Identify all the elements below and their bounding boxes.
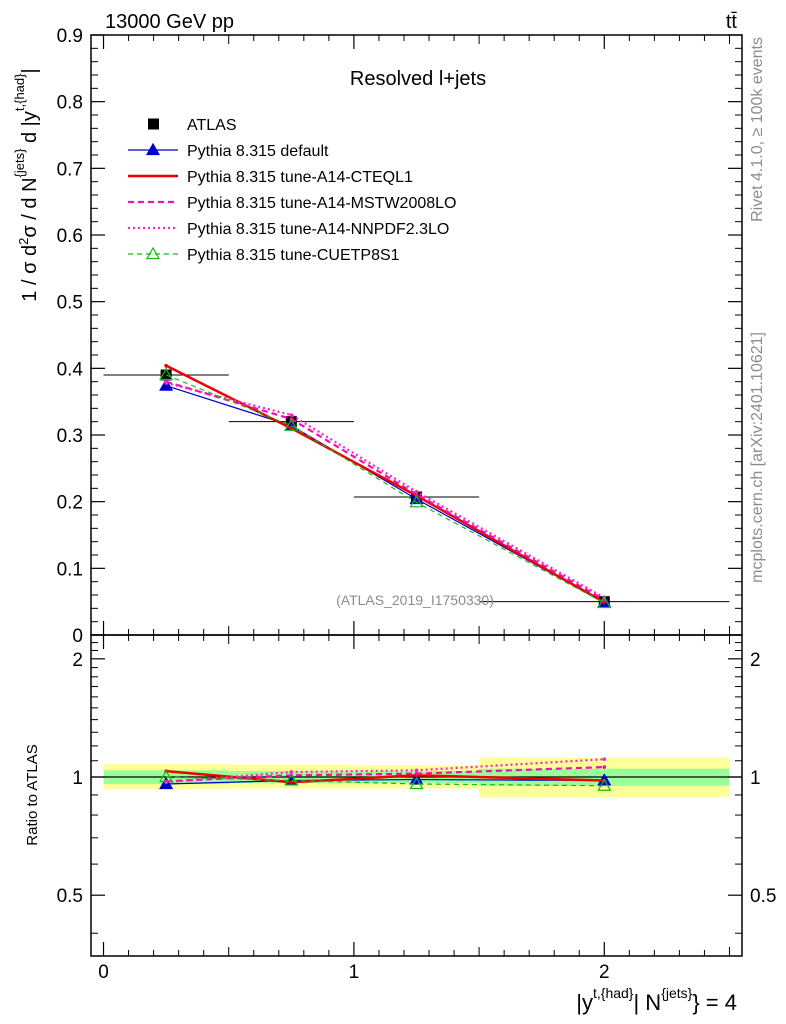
main-ytick-label: 0.2 [57, 493, 83, 514]
main-line-default [165, 385, 605, 603]
ratio-line-mstw [166, 765, 605, 783]
main-point-nnpdf [164, 381, 168, 385]
legend: ATLAS Pythia 8.315 default Pythia 8.315 tu… [128, 117, 456, 264]
ratio-line-default [166, 778, 605, 785]
ratio-point-nnpdf [414, 768, 419, 773]
main-ytick-label: 0.1 [57, 559, 83, 580]
subtitle: Resolved l+jets [350, 68, 486, 90]
legend-label-cuetp: Pythia 8.315 tune-CUETP8S1 [187, 247, 400, 264]
main-ytick-label: 0.5 [57, 293, 83, 314]
mcplots-label: mcplots.cern.ch [arXiv:2401.10621] [749, 332, 766, 583]
main-ytick-label: 0.9 [57, 26, 83, 47]
ratio-ytick-label-right: 0.5 [750, 886, 776, 907]
main-ytick-label: 0.3 [57, 426, 83, 447]
xtick-label: 2 [599, 962, 610, 983]
xtick-label: 0 [98, 962, 109, 983]
main-point-cuetp [159, 367, 174, 381]
main-point-cuetp [597, 595, 612, 609]
main-point-mstw [414, 492, 419, 497]
ratio-point-mstw [602, 765, 607, 769]
legend-label-atlas: ATLAS [187, 117, 237, 134]
legend-label-mstw: Pythia 8.315 tune-A14-MSTW2008LO [187, 195, 456, 212]
legend-label-cteql1: Pythia 8.315 tune-A14-CTEQL1 [187, 169, 413, 186]
xtick-label: 1 [349, 962, 360, 983]
main-point-nnpdf [414, 489, 419, 494]
main-line-mstw [165, 380, 605, 601]
legend-label-nnpdf: Pythia 8.315 tune-A14-NNPDF2.3LO [187, 221, 449, 238]
ratio-point-nnpdf [289, 770, 294, 774]
ratio-ytick-label: 0.5 [57, 886, 83, 907]
ratio-line-cteql1 [166, 769, 605, 784]
energy-label: 13000 GeV pp [105, 11, 234, 33]
legend-label-default: Pythia 8.315 default [187, 143, 329, 160]
rivet-label: Rivet 4.1.0, ≥ 100k events [749, 37, 766, 222]
main-point-cteql1 [602, 600, 607, 605]
ratio-point-nnpdf [602, 757, 607, 762]
axes-layer: 0 0.1 0.2 0.3 0.4 0.5 0.6 0.7 0.8 0.9 0 1 2 0.5 0.5 1 1 2… [57, 26, 777, 983]
main-point-cteql1 [164, 363, 168, 368]
ratio-point-mstw [414, 771, 419, 776]
main-point-default [159, 378, 174, 391]
main-ytick-label: 0.6 [57, 226, 83, 247]
main-ytick-label: 0.8 [57, 93, 83, 114]
legend-marker-cuetp [145, 246, 161, 260]
legend-marker-atlas [148, 118, 159, 130]
analysis-watermark: (ATLAS_2019_I1750330) [336, 592, 494, 608]
ratio-point-cuetp [409, 776, 424, 790]
main-ytick-label: 0.4 [57, 359, 84, 380]
legend-marker-default [145, 142, 161, 156]
ratio-ytick-label-right: 2 [750, 650, 761, 671]
main-ytick-label: 0.7 [57, 159, 83, 180]
main-point-nnpdf [289, 413, 294, 417]
ratio-ytick-label: 2 [72, 650, 83, 671]
xlabel: |yt,{had}| N{jets}} = 4 [576, 985, 737, 1015]
ratio-plot-frame [90, 634, 743, 957]
ratio-point-cuetp [284, 773, 299, 786]
main-line-cuetp [165, 374, 605, 604]
main-line-cteql1 [165, 364, 605, 604]
main-ylabel: 1 / σ d2σ / d N{jets} d |yt,{had}| [12, 68, 41, 301]
main-point-cuetp [284, 418, 299, 431]
ratio-point-cuetp [597, 778, 612, 791]
main-ytick-label: 0 [72, 626, 83, 647]
ratio-ylabel: Ratio to ATLAS [24, 744, 41, 845]
ratio-ytick-label: 1 [72, 768, 83, 789]
ratio-point-cuetp [159, 769, 174, 783]
ratio-line-cuetp [166, 776, 605, 787]
ratio-ytick-label-right: 1 [750, 768, 761, 789]
series-layer [103, 363, 730, 791]
ratio-point-cteql1 [289, 780, 294, 785]
main-point-cteql1 [289, 426, 294, 431]
main-point-cuetp [409, 495, 424, 508]
process-label: tt̄ [726, 11, 738, 33]
